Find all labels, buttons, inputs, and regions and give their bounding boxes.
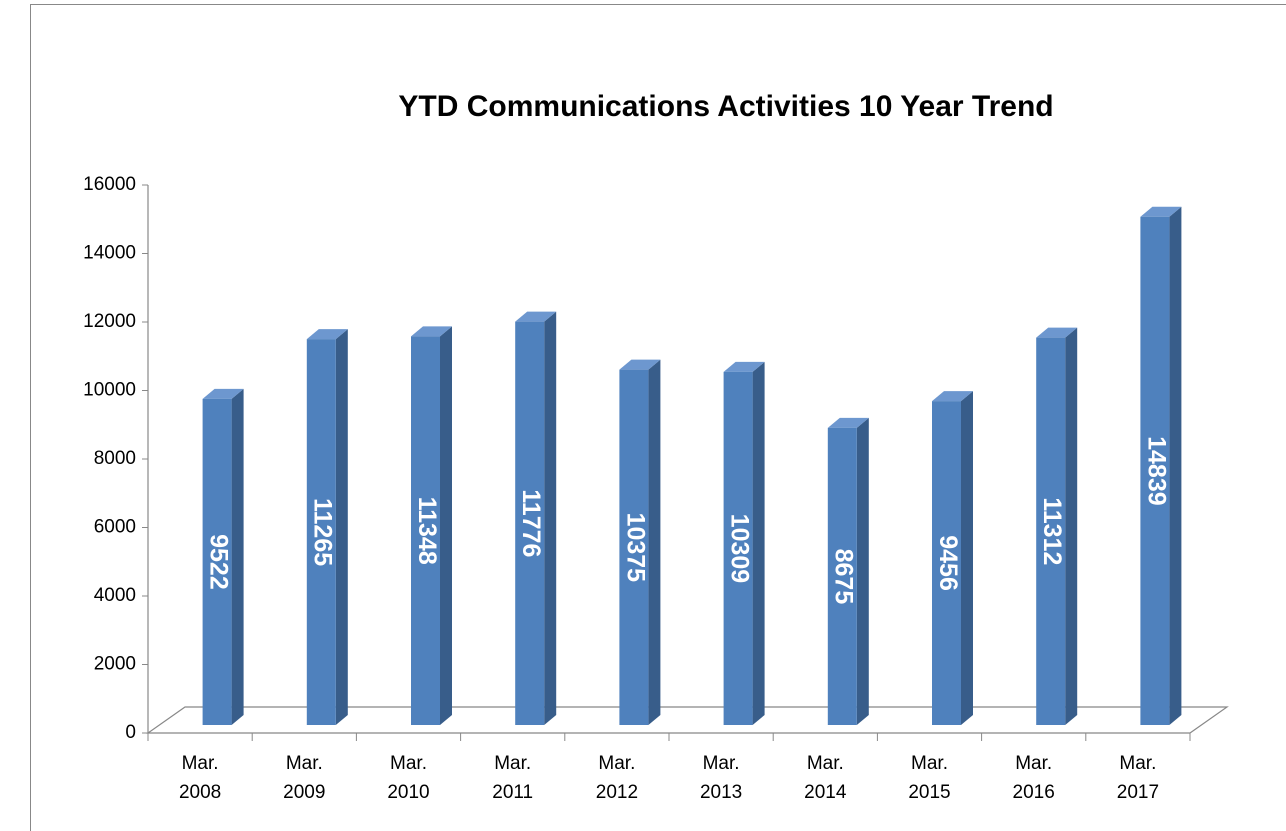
bar-face <box>827 417 869 428</box>
bar-face <box>411 336 440 725</box>
bar-face <box>202 388 244 399</box>
bar-face <box>1036 327 1078 338</box>
bar-face <box>1065 327 1078 725</box>
y-tick-label: 12000 <box>83 311 136 332</box>
value-label: 14839 <box>1142 436 1170 506</box>
bar <box>1036 327 1078 725</box>
bar <box>723 361 765 725</box>
bar-face <box>335 329 348 725</box>
y-tick-label: 16000 <box>83 174 136 195</box>
x-tick-label: Mar. 2016 <box>1012 753 1055 803</box>
y-tick-label: 14000 <box>83 243 136 264</box>
x-tick-label: Mar. 2011 <box>492 753 534 803</box>
bar-face <box>306 329 348 340</box>
bar-face <box>231 388 244 725</box>
bar-face <box>648 359 661 725</box>
value-label: 10375 <box>621 513 649 583</box>
y-tick-label: 6000 <box>94 517 136 538</box>
bar-face <box>932 391 973 402</box>
x-tick-label: Mar. 2010 <box>387 753 430 803</box>
bar-face <box>515 311 557 322</box>
bar <box>515 311 557 725</box>
bar-face <box>723 361 765 372</box>
y-tick-label: 8000 <box>94 448 136 469</box>
bar-face <box>440 326 452 725</box>
x-tick-label: Mar. 2012 <box>595 753 639 803</box>
bar-face <box>827 427 857 725</box>
bar <box>827 417 869 725</box>
x-tick-label: Mar. 2014 <box>804 753 847 803</box>
bar <box>411 326 452 725</box>
bar-face <box>306 339 336 725</box>
bar-face <box>619 369 649 725</box>
x-tick-label: Mar. 2013 <box>699 753 743 803</box>
bar-face <box>1140 206 1182 217</box>
bar-face <box>932 401 961 725</box>
floor <box>146 706 1229 734</box>
x-tick-label: Mar. 2015 <box>908 753 951 803</box>
y-tick-label: 4000 <box>94 585 136 606</box>
bar-face <box>202 398 232 725</box>
bar-face <box>1140 216 1170 725</box>
bar <box>932 391 973 725</box>
bar-face <box>544 311 557 725</box>
bar-face <box>961 391 973 725</box>
bar-face <box>1036 337 1066 725</box>
value-label: 11348 <box>413 497 441 565</box>
bar-face <box>856 417 869 725</box>
value-label: 11265 <box>309 498 337 566</box>
bar <box>306 329 348 725</box>
bar-face <box>723 371 753 725</box>
bar-face <box>619 359 661 370</box>
y-tick-label: 10000 <box>83 380 136 401</box>
bar-face <box>515 321 545 725</box>
x-tick-label: Mar. 2017 <box>1116 753 1160 803</box>
x-tick-label: Mar. 2009 <box>283 753 326 803</box>
value-label: 8675 <box>830 549 858 605</box>
value-label: 9456 <box>934 535 962 591</box>
y-tick-label: 2000 <box>94 654 136 675</box>
bar-face <box>1169 206 1182 725</box>
bar-face <box>411 326 452 337</box>
bar <box>1140 206 1182 725</box>
chart-title: YTD Communications Activities 10 Year Tr… <box>398 90 1053 123</box>
bar <box>202 388 244 725</box>
x-tick-label: Mar. 2008 <box>178 753 222 803</box>
value-label: 9522 <box>204 534 232 590</box>
value-label: 10309 <box>725 514 753 584</box>
value-label: 11776 <box>517 489 545 557</box>
value-label: 11312 <box>1038 497 1066 565</box>
bar-face <box>752 361 765 725</box>
y-tick-label: 0 <box>125 722 136 743</box>
bar <box>619 359 661 725</box>
